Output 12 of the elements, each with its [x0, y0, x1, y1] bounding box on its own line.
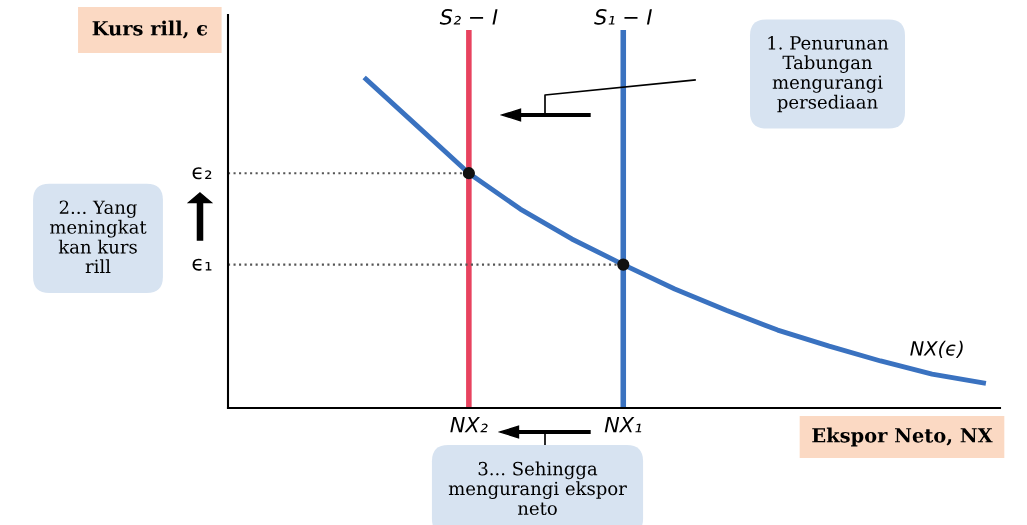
y-axis-title: Kurs rill, ϵ	[92, 20, 208, 39]
annotation: 1. Penurunan Tabungan mengurangi persediaan	[768, 36, 889, 113]
ref-line-label: ϵ₁	[192, 258, 212, 271]
ref-line-label: ϵ₂	[192, 167, 212, 180]
ref-line-label: S₂ − I	[439, 8, 498, 25]
x-tick-label: NX₂	[450, 416, 488, 433]
x-axis-title: Ekspor Neto, NX	[812, 427, 993, 447]
text: 2... Yang meningkat kan kurs rill	[49, 200, 147, 273]
ref-line-label: S₁ − I	[594, 8, 652, 25]
text: 3... Sehingga mengurangi ekspor neto	[448, 461, 627, 516]
x-tick-label: NX₁	[604, 416, 642, 433]
series-label: NX(ϵ)	[910, 340, 963, 358]
